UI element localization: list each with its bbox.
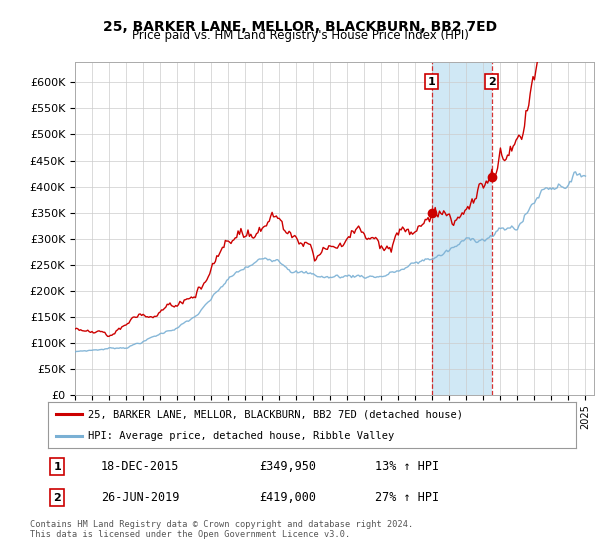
Text: HPI: Average price, detached house, Ribble Valley: HPI: Average price, detached house, Ribb… bbox=[88, 431, 394, 441]
Text: £419,000: £419,000 bbox=[259, 491, 316, 504]
Text: 2: 2 bbox=[488, 77, 496, 87]
Text: 1: 1 bbox=[53, 461, 61, 472]
Text: 25, BARKER LANE, MELLOR, BLACKBURN, BB2 7ED (detached house): 25, BARKER LANE, MELLOR, BLACKBURN, BB2 … bbox=[88, 409, 463, 419]
Bar bbox=[431, 62, 492, 395]
Text: £349,950: £349,950 bbox=[259, 460, 316, 473]
Text: Contains HM Land Registry data © Crown copyright and database right 2024.
This d: Contains HM Land Registry data © Crown c… bbox=[30, 520, 413, 539]
Text: 1: 1 bbox=[428, 77, 436, 87]
Text: 25, BARKER LANE, MELLOR, BLACKBURN, BB2 7ED: 25, BARKER LANE, MELLOR, BLACKBURN, BB2 … bbox=[103, 20, 497, 34]
Text: 26-JUN-2019: 26-JUN-2019 bbox=[101, 491, 179, 504]
Text: 27% ↑ HPI: 27% ↑ HPI bbox=[376, 491, 439, 504]
Text: 18-DEC-2015: 18-DEC-2015 bbox=[101, 460, 179, 473]
Text: 13% ↑ HPI: 13% ↑ HPI bbox=[376, 460, 439, 473]
Text: Price paid vs. HM Land Registry's House Price Index (HPI): Price paid vs. HM Land Registry's House … bbox=[131, 29, 469, 42]
Text: 2: 2 bbox=[53, 493, 61, 503]
